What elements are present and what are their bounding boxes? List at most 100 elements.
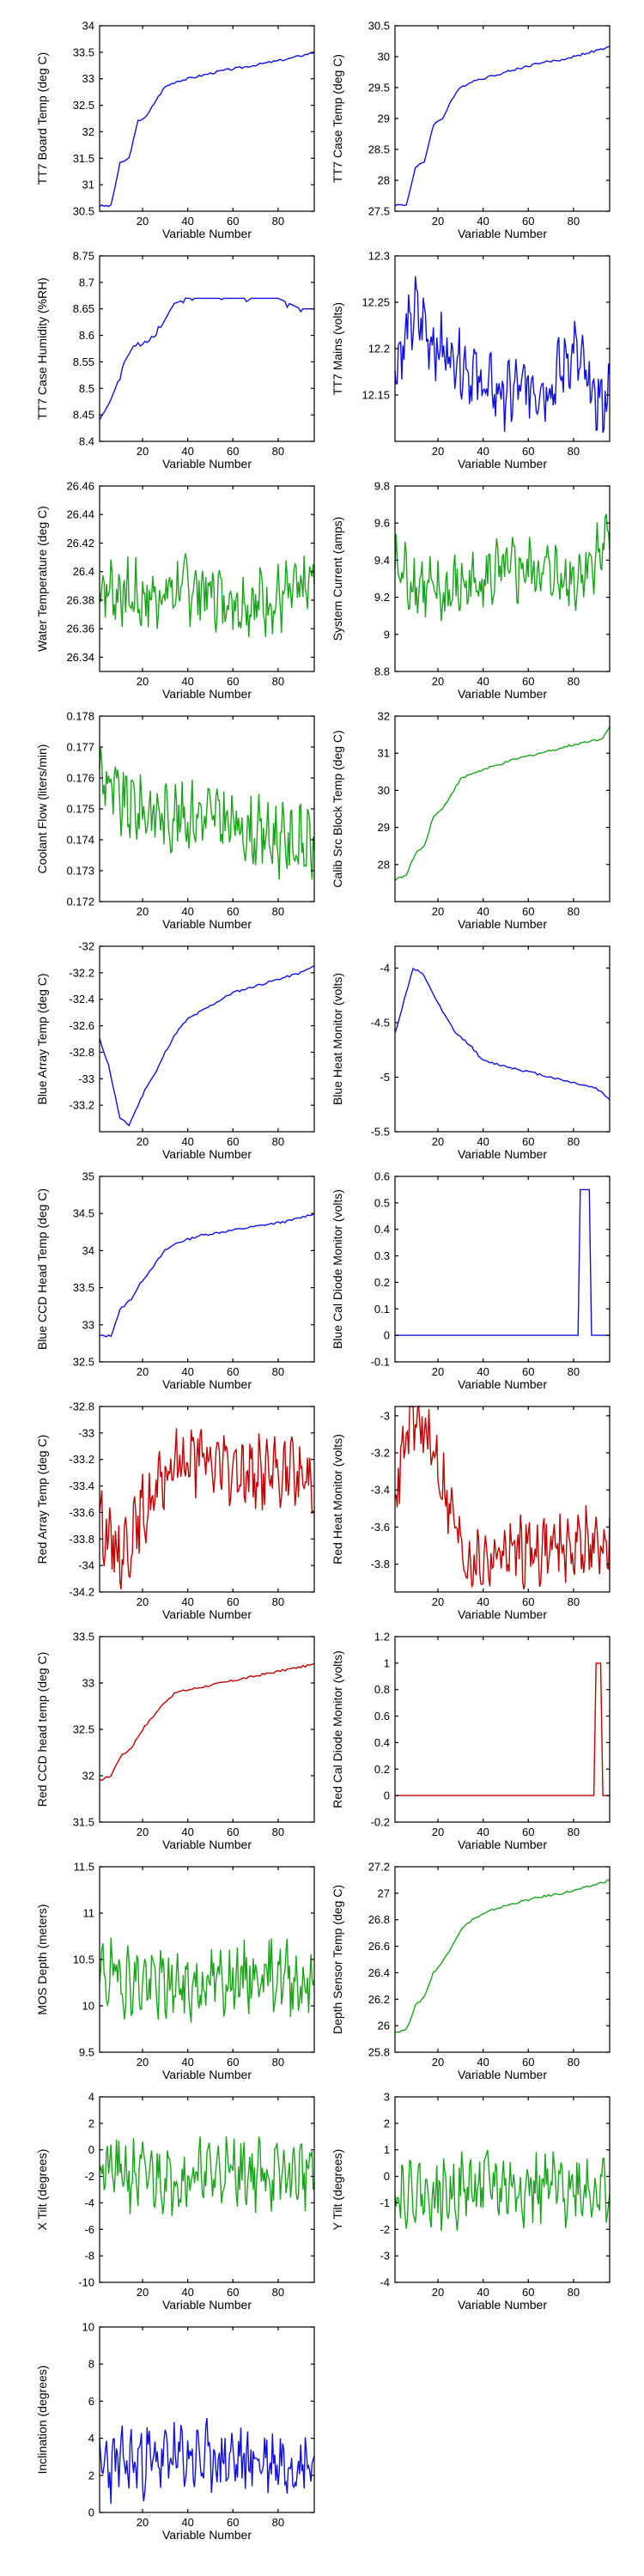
x-tick-label: 80 [272, 2286, 284, 2299]
chart-panel-8: 20 40 60 80 28 29 30 31 32 Variable Number Calib S… [331, 710, 611, 931]
y-tick-label: 34 [82, 20, 94, 33]
series-line [394, 46, 611, 207]
x-axis-label: Variable Number [458, 1377, 547, 1391]
chart-panel-12: 20 40 60 80 -0.1 0 0.1 0.2 0.3 0.4 0.5 0.6 Variable … [331, 1170, 611, 1391]
y-tick-label: 0.176 [66, 772, 94, 785]
y-tick-label: 9.4 [374, 554, 390, 567]
plot-frame [99, 945, 315, 1133]
x-tick-label: 60 [227, 1826, 239, 1838]
x-tick-label: 40 [181, 215, 193, 228]
x-axis-label: Variable Number [162, 1147, 252, 1161]
x-tick-label: 60 [227, 215, 239, 228]
x-tick-label: 60 [522, 2286, 534, 2299]
y-tick-label: -5.5 [371, 1126, 390, 1139]
chart-panel-3: 20 40 60 80 8.4 8.45 8.5 8.55 8.6 8.65 8.7 8.75 Vari… [35, 250, 315, 471]
x-tick-label: 60 [227, 445, 239, 458]
plot-frame [394, 945, 611, 1133]
y-tick-label: 27.2 [368, 1861, 390, 1874]
series-line [99, 1662, 315, 1782]
chart-panel-7: 20 40 60 80 0.172 0.173 0.174 0.175 0.176 0.177 0.… [35, 710, 315, 931]
y-tick-label: 31.5 [73, 1816, 94, 1829]
plot-frame [99, 2326, 315, 2513]
y-tick-label: -33.2 [69, 1099, 94, 1112]
y-tick-label: 6 [88, 2395, 94, 2408]
series-line [99, 1428, 315, 1590]
y-tick-label: 10.5 [73, 1953, 94, 1966]
y-tick-label: 28 [378, 174, 390, 187]
y-tick-label: 0 [384, 1789, 390, 1802]
x-tick-label: 20 [137, 2286, 149, 2299]
y-tick-label: 1 [384, 1656, 390, 1669]
y-tick-label: 26.4 [368, 1966, 390, 1979]
y-tick-label: 28 [378, 858, 390, 871]
chart-panel-10: 20 40 60 80 -5.5 -5 -4.5 -4 Variable Number Blue … [331, 945, 611, 1161]
y-tick-label: -32.2 [69, 966, 94, 979]
x-tick-label: 40 [181, 1135, 193, 1148]
y-tick-label: -3.2 [371, 1447, 390, 1460]
x-tick-label: 20 [137, 2516, 149, 2529]
x-tick-label: 20 [137, 215, 149, 228]
y-tick-label: 26.42 [66, 537, 94, 550]
x-tick-label: 80 [568, 675, 580, 688]
y-tick-label: 0.4 [374, 1736, 390, 1749]
y-tick-label: 0 [88, 2143, 94, 2156]
y-tick-label: 8.4 [79, 435, 94, 448]
x-tick-label: 60 [227, 2056, 239, 2069]
y-tick-label: 4 [88, 2091, 94, 2104]
y-tick-label: 30 [378, 51, 390, 64]
x-axis-label: Variable Number [162, 687, 252, 701]
x-tick-label: 20 [137, 1826, 149, 1838]
x-tick-label: 60 [227, 1365, 239, 1378]
x-axis-label: Variable Number [162, 917, 252, 931]
x-axis-label: Variable Number [162, 2068, 252, 2081]
y-tick-label: 0.177 [66, 741, 94, 754]
y-tick-label: -3.6 [371, 1521, 390, 1534]
x-tick-label: 40 [477, 445, 489, 458]
y-tick-label: -3.8 [371, 1558, 390, 1571]
y-tick-label: 0.174 [66, 834, 94, 847]
chart-panel-6: 20 40 60 80 8.8 9 9.2 9.4 9.6 9.8 Variable Number S… [331, 480, 611, 701]
plot-frame [99, 1636, 315, 1823]
x-tick-label: 80 [272, 675, 284, 688]
x-tick-label: 20 [137, 1135, 149, 1148]
x-tick-label: 20 [137, 445, 149, 458]
x-tick-label: 60 [522, 215, 534, 228]
y-tick-label: 33 [82, 72, 94, 85]
plot-frame [99, 1866, 315, 2053]
plot-frame [394, 1406, 611, 1593]
y-tick-label: -3 [380, 2250, 390, 2263]
y-tick-label: 0 [384, 1329, 390, 1342]
y-tick-label: 0.5 [374, 1196, 390, 1209]
y-tick-label: 29 [378, 821, 390, 834]
plot-frame [394, 1176, 611, 1363]
x-tick-label: 80 [272, 905, 284, 918]
x-tick-label: 40 [477, 215, 489, 228]
series-line [99, 1937, 315, 2023]
y-tick-label: 11 [83, 1907, 95, 1920]
chart-panel-11: 20 40 60 80 32.5 33 33.5 34 34.5 35 Variable Numbe… [35, 1170, 315, 1391]
y-tick-label: -32.8 [69, 1046, 94, 1059]
y-tick-label: 0.2 [374, 1763, 390, 1776]
x-tick-label: 40 [477, 1135, 489, 1148]
y-axis-label: Calib Src Block Temp (deg C) [331, 730, 344, 887]
y-tick-label: -6 [84, 2223, 94, 2236]
y-axis-label: Inclination (degrees) [35, 2366, 49, 2475]
x-tick-label: 20 [432, 445, 444, 458]
x-tick-label: 40 [181, 905, 193, 918]
y-tick-label: 31.5 [73, 152, 94, 165]
y-tick-label: 0.3 [374, 1249, 390, 1262]
y-tick-label: -32.8 [69, 1400, 94, 1413]
y-tick-label: 32 [378, 710, 390, 723]
y-tick-label: 8.8 [374, 665, 390, 678]
y-tick-label: -4 [84, 2196, 94, 2209]
y-axis-label: Blue Heat Monitor (volts) [331, 973, 344, 1105]
series-line [395, 1662, 610, 1796]
y-tick-label: 10 [82, 2321, 94, 2334]
y-tick-label: 8.7 [79, 276, 94, 289]
x-tick-label: 20 [432, 675, 444, 688]
y-tick-label: 8.5 [79, 382, 94, 395]
x-tick-label: 80 [568, 215, 580, 228]
plot-frame [394, 1636, 611, 1823]
x-tick-label: 80 [272, 215, 284, 228]
x-tick-label: 40 [181, 1595, 193, 1608]
